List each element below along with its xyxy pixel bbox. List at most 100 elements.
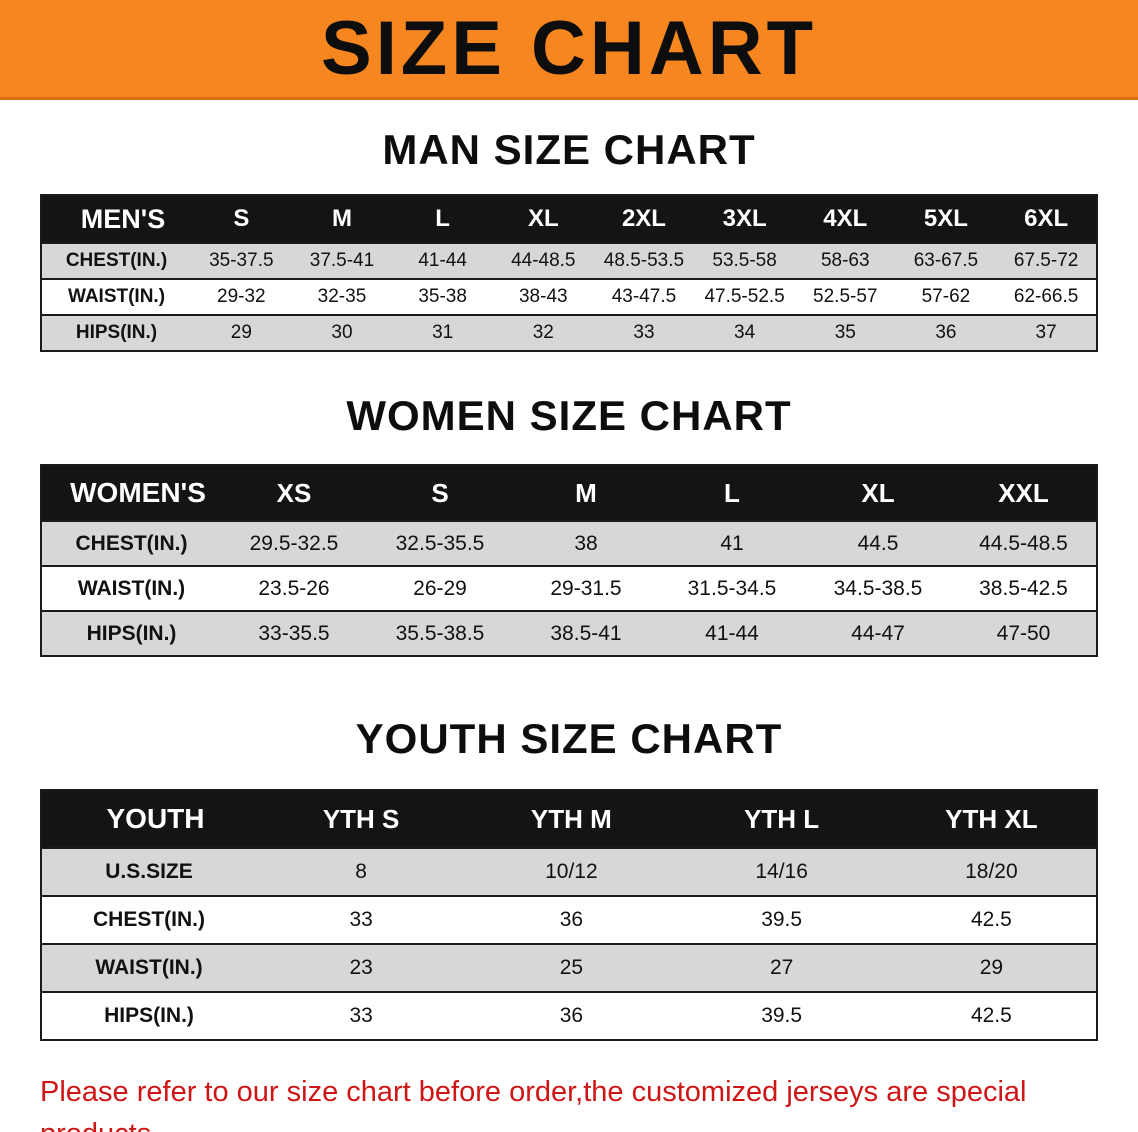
size-value: 67.5-72: [996, 242, 1097, 279]
size-value: 39.5: [676, 895, 887, 944]
table-header-row: WOMEN'S XS S M L XL XXL: [41, 465, 1097, 521]
size-value: 38.5-42.5: [951, 565, 1097, 611]
table-row: HIPS(IN.) 33-35.5 35.5-38.5 38.5-41 41-44 44-…: [41, 610, 1097, 656]
size-column-header: XXL: [951, 465, 1097, 521]
size-value: 47.5-52.5: [694, 278, 795, 315]
table-row: WAIST(IN.) 23.5-26 26-29 29-31.5 31.5-34.5 34…: [41, 565, 1097, 611]
size-value: 38-43: [492, 278, 594, 315]
size-value: 44-47: [805, 610, 951, 656]
size-value: 52.5-57: [794, 278, 896, 315]
youth-section-title: YOUTH SIZE CHART: [355, 715, 783, 762]
size-value: 18/20: [886, 847, 1097, 896]
size-value: 33-35.5: [221, 610, 367, 656]
size-value: 8: [256, 847, 467, 896]
size-value: 30: [291, 314, 393, 351]
size-value: 57-62: [895, 278, 997, 315]
size-column-header: XL: [492, 195, 594, 243]
size-value: 29.5-32.5: [221, 520, 367, 566]
size-value: 53.5-58: [694, 242, 795, 279]
size-value: 38: [513, 520, 659, 566]
men-size-table: MEN'S S M L XL 2XL 3XL 4XL 5XL 6XL CHEST(IN.) 35-3…: [40, 194, 1098, 352]
row-label: CHEST(IN.): [41, 895, 256, 944]
row-label: CHEST(IN.): [41, 242, 191, 279]
size-value: 42.5: [886, 991, 1097, 1040]
table-corner-label: YOUTH: [41, 790, 256, 848]
size-value: 38.5-41: [513, 610, 659, 656]
women-size-table: WOMEN'S XS S M L XL XXL CHEST(IN.) 29.5-32.5 32.…: [40, 464, 1098, 657]
size-value: 34: [694, 314, 795, 351]
size-value: 39.5: [676, 991, 887, 1040]
row-label: WAIST(IN.): [41, 278, 191, 315]
size-value: 23.5-26: [221, 565, 367, 611]
size-value: 47-50: [951, 610, 1097, 656]
table-row: HIPS(IN.) 29 30 31 32 33 34 35 36 37: [41, 314, 1097, 351]
size-value: 33: [256, 991, 467, 1040]
size-value: 62-66.5: [996, 278, 1097, 315]
row-label: HIPS(IN.): [41, 610, 221, 656]
table-header-row: YOUTH YTH S YTH M YTH L YTH XL: [41, 790, 1097, 848]
size-column-header: L: [659, 465, 805, 521]
size-value: 32-35: [291, 278, 393, 315]
size-column-header: S: [191, 195, 292, 243]
size-column-header: 3XL: [694, 195, 795, 243]
size-value: 25: [466, 943, 677, 992]
size-column-header: M: [291, 195, 393, 243]
size-value: 41-44: [392, 242, 493, 279]
size-value: 36: [895, 314, 997, 351]
size-value: 36: [466, 895, 677, 944]
size-value: 31: [392, 314, 493, 351]
size-value: 41-44: [659, 610, 805, 656]
size-column-header: YTH L: [676, 790, 887, 848]
size-value: 27: [676, 943, 887, 992]
table-row: CHEST(IN.) 29.5-32.5 32.5-35.5 38 41 44.5 44.5…: [41, 520, 1097, 566]
size-value: 35-37.5: [191, 242, 292, 279]
size-value: 37: [996, 314, 1097, 351]
size-column-header: YTH XL: [886, 790, 1097, 848]
size-value: 44.5-48.5: [951, 520, 1097, 566]
men-section-title: MAN SIZE CHART: [382, 126, 756, 173]
page-title: SIZE CHART: [321, 5, 817, 91]
table-header-row: MEN'S S M L XL 2XL 3XL 4XL 5XL 6XL: [41, 195, 1097, 243]
size-value: 29: [886, 943, 1097, 992]
size-value: 35-38: [392, 278, 493, 315]
table-row: WAIST(IN.) 29-32 32-35 35-38 38-43 43-47.5 47.…: [41, 278, 1097, 315]
size-value: 35.5-38.5: [367, 610, 513, 656]
size-column-header: S: [367, 465, 513, 521]
size-column-header: 2XL: [593, 195, 695, 243]
table-row: HIPS(IN.) 33 36 39.5 42.5: [41, 991, 1097, 1040]
size-column-header: XS: [221, 465, 367, 521]
size-value: 36: [466, 991, 677, 1040]
disclaimer-line-1: Please refer to our size chart before or…: [40, 1076, 1027, 1132]
size-value: 48.5-53.5: [593, 242, 695, 279]
size-value: 33: [256, 895, 467, 944]
size-value: 31.5-34.5: [659, 565, 805, 611]
row-label: HIPS(IN.): [41, 314, 191, 351]
size-value: 44.5: [805, 520, 951, 566]
row-label: U.S.SIZE: [41, 847, 256, 896]
row-label: WAIST(IN.): [41, 943, 256, 992]
size-value: 32.5-35.5: [367, 520, 513, 566]
table-row: WAIST(IN.) 23 25 27 29: [41, 943, 1097, 992]
size-column-header: XL: [805, 465, 951, 521]
size-column-header: M: [513, 465, 659, 521]
size-value: 23: [256, 943, 467, 992]
size-column-header: YTH M: [466, 790, 677, 848]
size-column-header: L: [392, 195, 493, 243]
size-value: 10/12: [466, 847, 677, 896]
disclaimer-text: Please refer to our size chart before or…: [40, 1071, 1138, 1132]
size-column-header: 5XL: [895, 195, 997, 243]
row-label: CHEST(IN.): [41, 520, 221, 566]
size-value: 14/16: [676, 847, 887, 896]
size-column-header: 6XL: [996, 195, 1097, 243]
size-value: 34.5-38.5: [805, 565, 951, 611]
size-value: 41: [659, 520, 805, 566]
size-value: 35: [794, 314, 896, 351]
size-value: 26-29: [367, 565, 513, 611]
size-value: 43-47.5: [593, 278, 695, 315]
size-value: 44-48.5: [492, 242, 594, 279]
table-row: U.S.SIZE 8 10/12 14/16 18/20: [41, 847, 1097, 896]
women-section-title: WOMEN SIZE CHART: [346, 392, 792, 439]
youth-size-table: YOUTH YTH S YTH M YTH L YTH XL U.S.SIZE 8 10/1…: [40, 789, 1098, 1041]
size-value: 29-32: [191, 278, 292, 315]
row-label: HIPS(IN.): [41, 991, 256, 1040]
